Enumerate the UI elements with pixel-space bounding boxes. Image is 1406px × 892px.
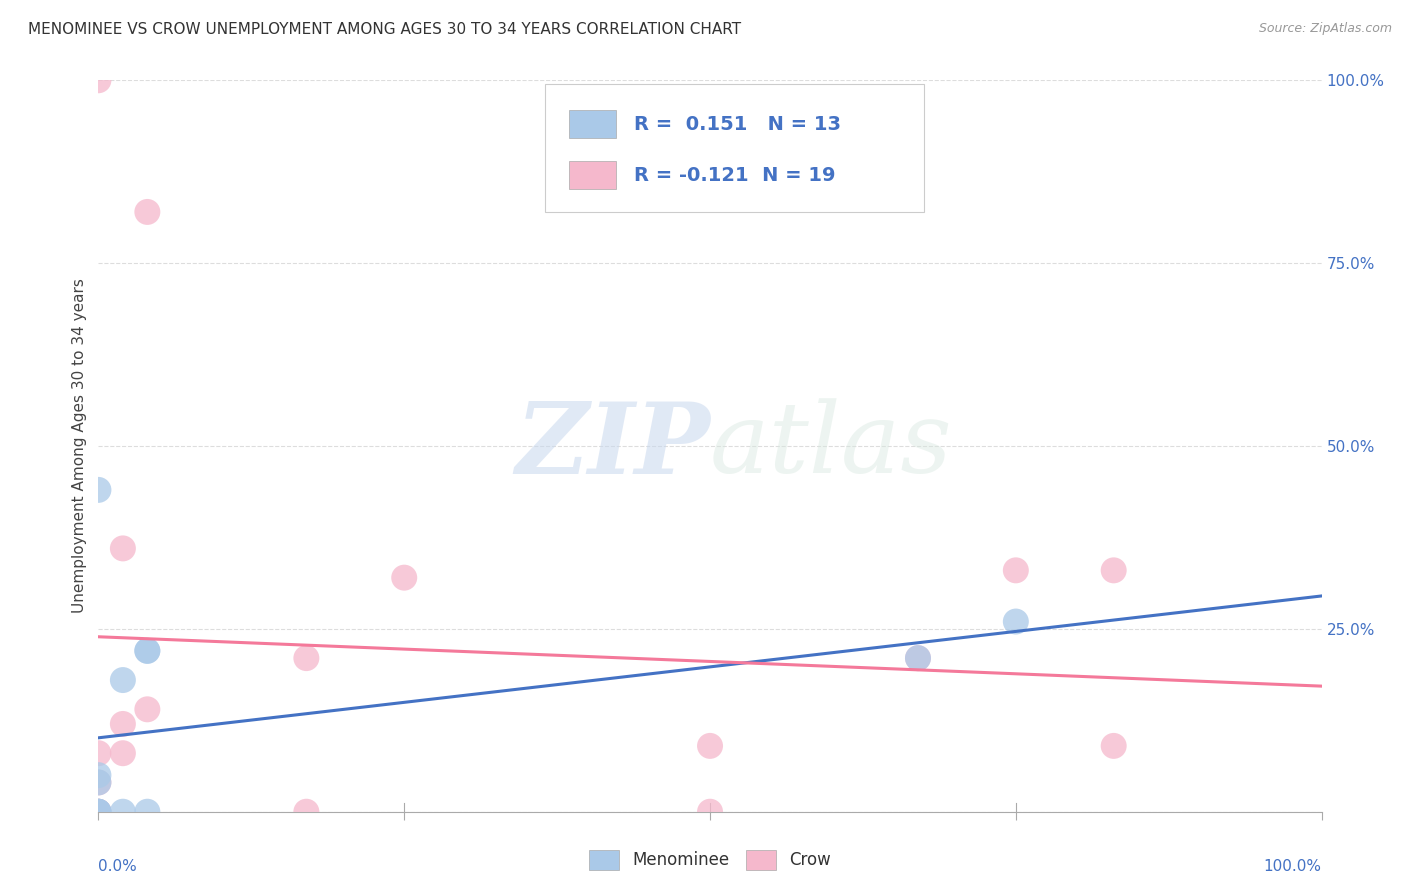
Point [1102, 739, 1125, 753]
Point [87, 768, 110, 782]
Point [1004, 563, 1026, 577]
Point [136, 644, 159, 658]
Point [111, 717, 134, 731]
Point [136, 805, 159, 819]
Text: ZIP: ZIP [515, 398, 710, 494]
Point [136, 702, 159, 716]
Point [1102, 563, 1125, 577]
Point [907, 651, 929, 665]
Text: R = -0.121  N = 19: R = -0.121 N = 19 [634, 166, 835, 185]
Text: MENOMINEE VS CROW UNEMPLOYMENT AMONG AGES 30 TO 34 YEARS CORRELATION CHART: MENOMINEE VS CROW UNEMPLOYMENT AMONG AGE… [28, 22, 741, 37]
Y-axis label: Unemployment Among Ages 30 to 34 years: Unemployment Among Ages 30 to 34 years [72, 278, 87, 614]
Point [1004, 615, 1026, 629]
Text: 100.0%: 100.0% [1264, 859, 1322, 874]
Point [111, 541, 134, 556]
Point [111, 805, 134, 819]
FancyBboxPatch shape [569, 161, 616, 189]
Text: Source: ZipAtlas.com: Source: ZipAtlas.com [1258, 22, 1392, 36]
Point [392, 571, 416, 585]
Point [136, 205, 159, 219]
Point [87, 746, 110, 760]
Point [87, 805, 110, 819]
Point [111, 673, 134, 687]
Point [87, 73, 110, 87]
Point [295, 651, 318, 665]
Point [87, 805, 110, 819]
Point [87, 805, 110, 819]
Point [111, 746, 134, 760]
Point [87, 483, 110, 497]
Point [907, 651, 929, 665]
Point [295, 805, 318, 819]
Legend: Menominee, Crow: Menominee, Crow [582, 843, 838, 877]
Text: 0.0%: 0.0% [98, 859, 138, 874]
Point [87, 805, 110, 819]
FancyBboxPatch shape [569, 111, 616, 138]
Point [87, 775, 110, 789]
Point [87, 805, 110, 819]
Point [699, 805, 721, 819]
FancyBboxPatch shape [546, 84, 924, 212]
Point [136, 644, 159, 658]
Text: atlas: atlas [710, 399, 953, 493]
Text: R =  0.151   N = 13: R = 0.151 N = 13 [634, 115, 841, 134]
Point [87, 775, 110, 789]
Point [699, 739, 721, 753]
